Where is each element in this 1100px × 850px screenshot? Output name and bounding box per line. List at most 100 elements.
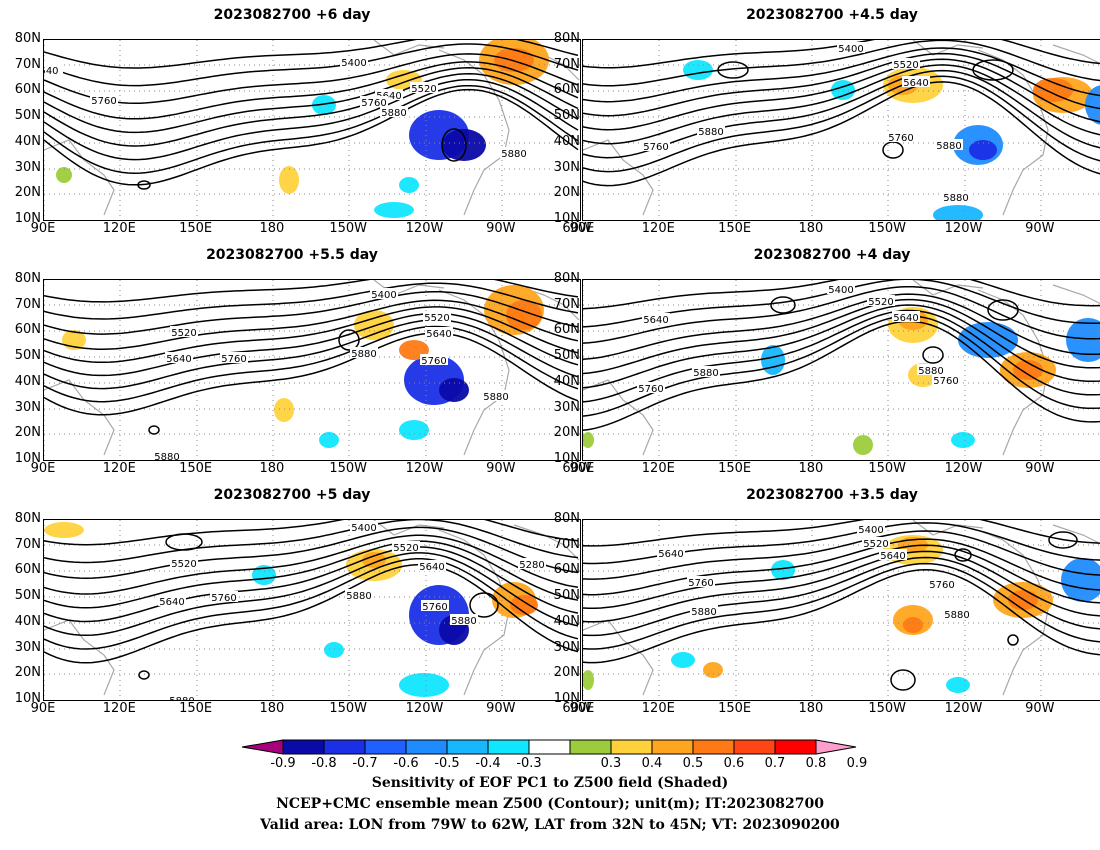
z500-closed-contour [987, 299, 1019, 321]
contour-label-bg [518, 558, 546, 569]
sensitivity-shade [771, 560, 795, 580]
contour-label: 5760 [687, 576, 715, 589]
lat-label: 50N [553, 588, 580, 604]
contour-label-text: 5520 [411, 84, 436, 95]
contour-label-bg [392, 541, 420, 552]
lat-label: 30N [14, 159, 41, 175]
lon-label: 150E [718, 461, 752, 476]
contour-label: 5640 [902, 76, 930, 89]
lat-label: 20N [553, 185, 580, 201]
colorbar-tick-label: -0.9 [270, 756, 296, 771]
contour-label: 5880 [917, 364, 945, 377]
lat-label: 80N [14, 31, 41, 46]
panel-title: 2023082700 +3.5 day [746, 487, 918, 503]
contour-label-text: 5760 [638, 384, 663, 395]
z500-contour [583, 75, 1100, 173]
z500-contour [44, 291, 579, 335]
contour-label-text: 5400 [371, 290, 396, 301]
contour-label-bg [857, 523, 885, 534]
lon-label: 90W [1025, 461, 1055, 476]
colorbar-under-triangle [241, 739, 284, 755]
contour-label-text: 5400 [828, 285, 853, 296]
contour-label-bg [220, 352, 248, 363]
contour-label-text: 5640 [159, 597, 184, 608]
panel-title: 2023082700 +5 day [213, 487, 371, 503]
lon-label: 180 [798, 461, 824, 476]
z500-closed-contour [954, 548, 972, 562]
coastline [44, 619, 115, 696]
z500-contour [583, 64, 1100, 145]
contour-label-text: 5760 [91, 96, 116, 107]
contour-label: 5760 [90, 94, 118, 107]
lon-label: 90E [569, 461, 595, 476]
lon-label: 150W [329, 221, 368, 236]
lat-label: 30N [553, 399, 580, 415]
contour-label-bg [697, 125, 725, 136]
z500-closed-contour [469, 592, 499, 618]
coastline [1052, 524, 1100, 545]
sensitivity-shade [354, 310, 394, 340]
coastline [912, 40, 984, 56]
contour-label-text: 5760 [933, 376, 958, 387]
lon-label: 90E [569, 221, 595, 236]
contour-label: 5400 [857, 523, 885, 536]
contour-label: 5520 [392, 541, 420, 554]
lat-label: 70N [14, 296, 41, 312]
sensitivity-shade [903, 617, 923, 633]
contour-label: 5760 [421, 600, 449, 613]
sensitivity-shade [761, 345, 785, 375]
contour-label: 5880 [380, 106, 408, 119]
contour-label-text: 5880 [346, 591, 371, 602]
map-canvas: 5400 5520 5640 5760 5880 5520 5640 5760 5880 5880 [44, 280, 580, 460]
panel-title: 2023082700 +6 day [213, 7, 371, 23]
contour-label-text: 5520 [893, 60, 918, 71]
z500-contour [44, 67, 579, 134]
contour-label: 5880 [345, 589, 373, 602]
contour-label: 5640 [375, 89, 403, 102]
coastline [1052, 284, 1100, 305]
z500-contour [44, 280, 579, 303]
z500-closed-contour [1007, 634, 1019, 646]
lon-label: 60W [1094, 701, 1100, 716]
lat-label: 50N [14, 348, 41, 364]
contour-label-text: 5760 [422, 602, 447, 613]
lon-label: 120E [102, 221, 136, 236]
contour-label-bg [887, 131, 915, 142]
lat-label: 10N [553, 210, 580, 226]
contour-label-text: 5760 [888, 133, 913, 144]
contour-label: 5520 [862, 537, 890, 550]
sensitivity-shade [374, 202, 414, 218]
lon-label: 150W [868, 221, 907, 236]
lon-label: 120E [641, 701, 675, 716]
lon-label: 180 [259, 461, 285, 476]
sensitivity-shade [946, 677, 970, 693]
contour-label-text: 5880 [693, 368, 718, 379]
sensitivity-shade [583, 432, 594, 448]
z500-closed-contour [137, 180, 151, 190]
z500-contour [44, 526, 579, 579]
contour-label-bg [500, 147, 528, 158]
sensitivity-shade [1066, 318, 1100, 362]
contour-label: 5760 [360, 96, 388, 109]
lat-label: 10N [553, 690, 580, 706]
lat-label: 70N [14, 536, 41, 552]
lon-label: 120W [944, 701, 983, 716]
lat-label: 60N [553, 82, 580, 98]
contour-label-text: 5880 [918, 366, 943, 377]
contour-label-bg [482, 390, 510, 401]
colorbar-tick-label: -0.5 [434, 756, 460, 771]
contour-label-bg [210, 591, 238, 602]
contour-label-bg [902, 76, 930, 87]
lat-label: 80N [553, 31, 580, 46]
lon-label: 90E [569, 701, 595, 716]
z500-contour [583, 81, 1100, 187]
z500-contour [44, 520, 579, 564]
contour-label-text: 5760 [361, 98, 386, 109]
z500-contour [44, 40, 579, 69]
lon-label: 90E [30, 701, 56, 716]
z500-contour [583, 58, 1100, 131]
z500-contour [583, 304, 1100, 389]
z500-contour [44, 61, 579, 120]
